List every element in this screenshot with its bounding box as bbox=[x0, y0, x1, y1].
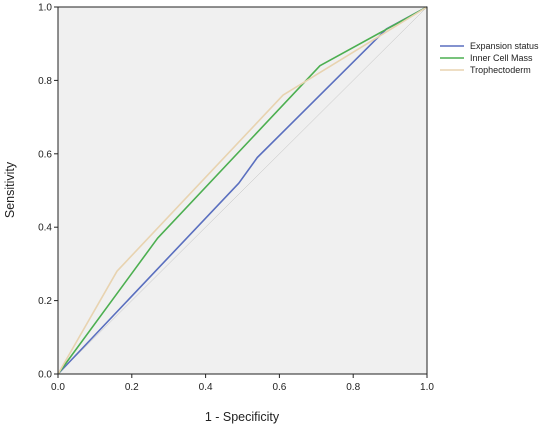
x-tick-label: 0.4 bbox=[199, 382, 213, 393]
x-axis-ticks: 0.0 0.2 0.4 0.6 0.8 1.0 bbox=[51, 374, 434, 393]
y-tick-label: 1.0 bbox=[38, 3, 52, 14]
y-tick-label: 0.0 bbox=[38, 370, 52, 381]
y-tick-label: 0.4 bbox=[38, 223, 52, 234]
x-tick-label: 0.0 bbox=[51, 382, 65, 393]
x-tick-label: 0.8 bbox=[346, 382, 360, 393]
series-line-trophectoderm bbox=[57, 6, 428, 375]
y-tick-label: 0.6 bbox=[38, 149, 52, 160]
plot-frame bbox=[57, 6, 428, 375]
y-axis-title: Sensitivity bbox=[3, 161, 17, 218]
legend: Expansion status Inner Cell Mass Trophecto… bbox=[440, 41, 539, 75]
series-layer bbox=[57, 6, 428, 375]
x-tick-label: 1.0 bbox=[420, 382, 434, 393]
y-axis-ticks: 0.0 0.2 0.4 0.6 0.8 1.0 bbox=[38, 3, 58, 381]
y-tick-label: 0.2 bbox=[38, 296, 52, 307]
x-axis-title: 1 - Specificity bbox=[205, 410, 280, 424]
legend-label: Expansion status bbox=[470, 41, 539, 51]
diagonal-reference-line bbox=[57, 6, 428, 375]
x-tick-label: 0.2 bbox=[125, 382, 139, 393]
x-tick-label: 0.6 bbox=[272, 382, 286, 393]
legend-label: Inner Cell Mass bbox=[470, 53, 533, 63]
legend-label: Trophectoderm bbox=[470, 65, 531, 75]
series-line-inner-cell-mass bbox=[57, 6, 428, 375]
y-tick-label: 0.8 bbox=[38, 76, 52, 87]
